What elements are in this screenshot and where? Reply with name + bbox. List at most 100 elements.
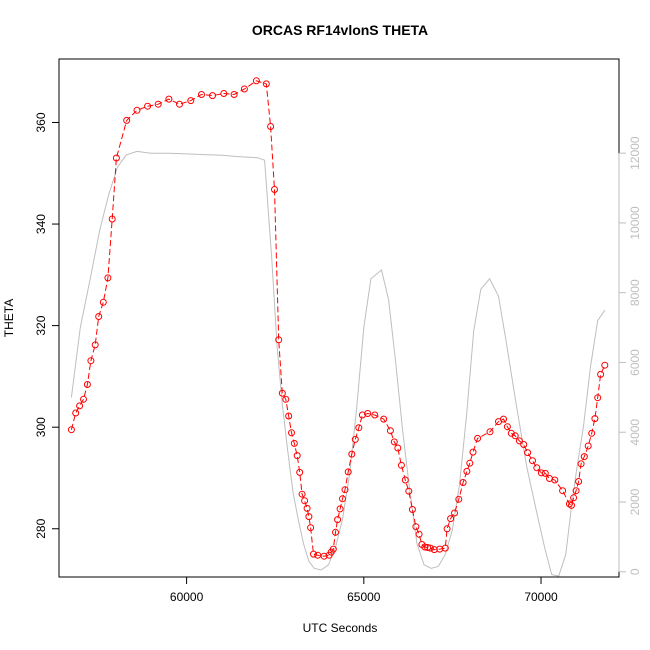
data-point [529,457,536,465]
data-point [296,468,304,476]
data-point [301,497,309,505]
series-line-left [70,80,606,557]
data-point [305,513,313,521]
data-point [451,509,458,517]
data-point [401,476,409,484]
y-axis-label: THETA [2,299,16,337]
y-tick-label: 280 [34,518,48,538]
data-point [290,439,298,447]
data-point [298,490,306,498]
data-point [67,426,75,434]
data-point [474,434,482,442]
y2-tick-label: 12000 [628,136,642,170]
y-tick-label: 320 [34,315,48,335]
data-point [144,102,152,110]
data-point [594,394,602,402]
data-point [339,495,346,503]
data-point [285,412,293,420]
data-point [503,423,511,431]
data-point [282,395,290,403]
data-point [577,460,585,468]
data-point [154,100,162,108]
data-point [533,464,541,472]
data-point [469,448,477,456]
data-point [99,298,107,306]
data-point [341,486,349,494]
x-tick-label: 65000 [347,590,381,604]
data-point [87,357,95,365]
data-point [364,410,372,417]
data-point [426,544,434,552]
data-point [380,415,388,423]
data-point [591,415,599,423]
data-point [307,524,315,532]
data-point [537,469,545,477]
data-point [520,441,528,448]
data-point [76,402,84,410]
data-point [394,444,402,452]
chart-title: ORCAS RF14vlonS THETA [252,22,428,38]
data-point [500,415,507,423]
data-point [123,116,131,124]
data-point [198,91,205,98]
y2-tick-label: 8000 [628,279,642,306]
data-point [565,500,573,508]
data-point [386,427,394,435]
data-point [187,97,195,105]
data-point [515,437,523,445]
data-point [486,428,494,436]
data-point [275,336,283,344]
y2-tick-label: 0 [628,568,642,575]
x-tick-label: 60000 [170,590,204,604]
data-point [551,476,559,484]
data-point [271,186,278,193]
data-point [584,442,592,450]
data-point [597,370,605,378]
y-tick-label: 360 [34,112,48,132]
data-point [209,92,216,100]
data-point [459,479,467,486]
data-point [332,528,339,536]
data-point [176,100,183,108]
data-point [348,450,356,458]
data-point [72,409,80,417]
data-point [329,545,337,553]
data-point [570,494,578,502]
data-point [80,395,87,403]
data-point [568,501,575,509]
data-point [466,459,474,467]
y2-tick-label: 2000 [628,488,642,515]
data-point [430,546,438,554]
data-point [351,435,359,443]
data-point [262,80,270,88]
data-point [220,90,228,97]
y2-tick-label: 10000 [628,206,642,240]
data-point [303,504,311,512]
data-point [559,487,567,495]
data-point [541,469,549,477]
data-point [83,381,91,388]
y-tick-label: 300 [34,417,48,437]
data-point [371,411,379,419]
data-point [293,452,301,460]
data-point [230,91,238,98]
data-point [320,552,328,560]
data-point [601,361,609,369]
data-point [104,274,112,282]
data-point [390,438,398,446]
data-point [511,432,519,440]
x-tick-label: 70000 [524,590,558,604]
y2-tick-label: 6000 [628,349,642,376]
data-point [405,487,413,495]
data-point [415,530,423,538]
y2-tick-label: 4000 [628,419,642,446]
plot-frame [58,58,620,578]
data-point [588,429,596,437]
data-point [108,215,116,223]
data-point [443,525,451,533]
data-point [112,154,120,162]
data-point [463,467,471,475]
data-point [91,341,99,349]
data-point [133,106,141,114]
